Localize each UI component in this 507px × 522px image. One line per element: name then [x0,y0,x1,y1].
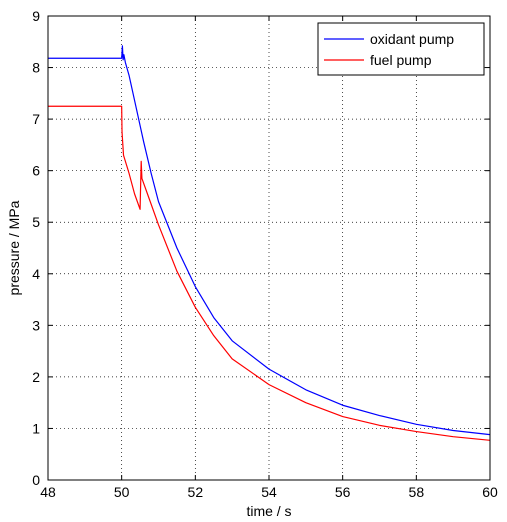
y-tick-label: 8 [32,60,40,76]
axis-ticks [47,15,491,481]
series-line-2 [48,105,491,441]
series-line-1 [48,45,491,436]
y-tick-label: 4 [32,266,40,282]
y-tick-label: 7 [32,111,40,127]
y-tick-label: 1 [32,420,40,436]
x-axis-label: time / s [246,503,291,519]
x-tick-label: 52 [188,484,204,500]
x-tick-label: 58 [409,484,425,500]
x-tick-label: 48 [40,484,56,500]
x-tick-label: 50 [114,484,130,500]
x-tick-label: 60 [482,484,498,500]
grid-lines [48,16,490,480]
legend-box [317,22,485,76]
x-tick-label: 54 [261,484,277,500]
series-layer [48,45,491,441]
y-tick-label: 2 [32,369,40,385]
x-tick-label: 56 [335,484,351,500]
y-tick-label: 6 [32,163,40,179]
y-tick-label: 0 [32,472,40,488]
y-tick-label: 5 [32,214,40,230]
y-tick-label: 9 [32,8,40,24]
legend-label-1: oxidant pump [370,31,454,47]
y-axis-label: pressure / MPa [6,200,22,295]
y-tick-label: 3 [32,317,40,333]
legend: oxidant pump fuel pump [317,22,485,76]
legend-label-2: fuel pump [370,52,432,68]
